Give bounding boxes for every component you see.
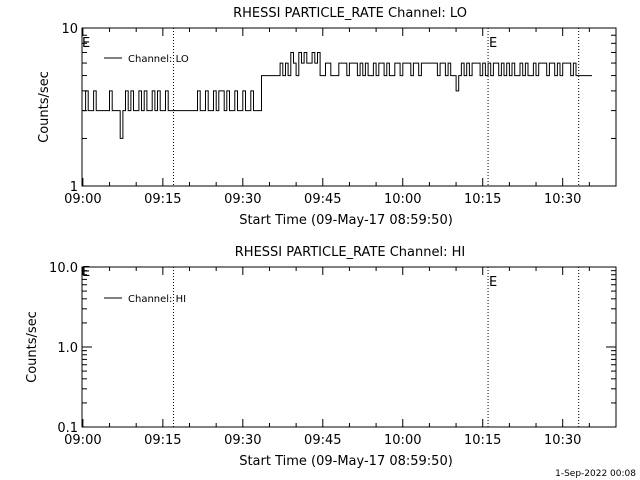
x-tick-label-lo: 10:30 <box>544 192 581 207</box>
xlabel-hi: Start Time (09-May-17 08:59:50) <box>239 454 453 469</box>
start-marker-label-hi: E <box>82 265 90 280</box>
event-marker-label-lo: E <box>489 36 497 51</box>
ylabel-hi: Counts/sec <box>25 311 40 383</box>
date-stamp: 1-Sep-2022 00:08 <box>555 469 636 479</box>
y-tick-label-hi: 10.0 <box>49 261 78 276</box>
x-tick-label-lo: 10:00 <box>384 192 421 207</box>
xlabel-lo: Start Time (09-May-17 08:59:50) <box>239 213 453 228</box>
x-tick-label-lo: 10:15 <box>464 192 501 207</box>
y-tick-label-lo: 10 <box>61 22 78 37</box>
event-marker-label-hi: E <box>489 275 497 290</box>
x-tick-label-lo: 09:15 <box>144 192 181 207</box>
ylabel-lo: Counts/sec <box>37 71 52 143</box>
chart-panel-lo: RHESSI PARTICLE_RATE Channel: LO 09:00 09… <box>37 6 617 228</box>
y-tick-label-hi: 0.1 <box>57 421 78 436</box>
x-tick-label-hi: 10:15 <box>464 433 501 448</box>
legend-label-hi: Channel: HI <box>128 294 186 305</box>
x-tick-label-lo: 09:45 <box>304 192 341 207</box>
x-tick-label-hi: 09:45 <box>304 433 341 448</box>
chart-title-lo: RHESSI PARTICLE_RATE Channel: LO <box>233 6 467 21</box>
x-tick-label-hi: 09:30 <box>224 433 261 448</box>
plot-frame-lo <box>81 27 617 187</box>
chart-title-hi: RHESSI PARTICLE_RATE Channel: HI <box>235 245 465 260</box>
y-tick-label-hi: 1.0 <box>57 341 78 356</box>
chart-panel-hi: RHESSI PARTICLE_RATE Channel: HI 09:00 09… <box>25 245 617 469</box>
x-tick-label-hi: 09:00 <box>64 433 101 448</box>
x-tick-label-lo: 09:00 <box>64 192 101 207</box>
x-tick-label-hi: 09:15 <box>144 433 181 448</box>
start-marker-label-lo: E <box>82 36 90 51</box>
legend-label-lo: Channel: LO <box>128 54 189 65</box>
x-tick-label-lo: 09:30 <box>224 192 261 207</box>
y-tick-label-lo: 1 <box>70 180 78 195</box>
series-line-lo <box>82 52 592 139</box>
x-tick-label-hi: 10:30 <box>544 433 581 448</box>
x-tick-label-hi: 10:00 <box>384 433 421 448</box>
plot-frame-hi <box>81 266 617 428</box>
